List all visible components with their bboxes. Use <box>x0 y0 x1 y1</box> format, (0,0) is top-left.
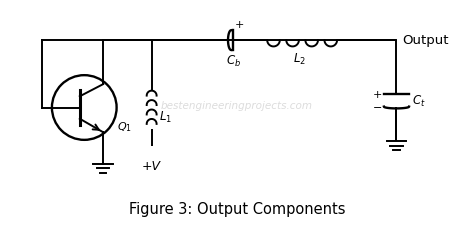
Text: $L_2$: $L_2$ <box>293 52 306 67</box>
Text: $C_t$: $C_t$ <box>412 93 426 108</box>
Text: −: − <box>373 102 382 112</box>
Text: Figure 3: Output Components: Figure 3: Output Components <box>129 201 345 216</box>
Text: $Q_1$: $Q_1$ <box>117 120 132 134</box>
Text: bestengineeringprojects.com: bestengineeringprojects.com <box>161 101 313 111</box>
Text: +V: +V <box>142 160 161 172</box>
Text: $C_b$: $C_b$ <box>226 54 241 68</box>
Text: +: + <box>373 90 382 100</box>
Text: +: + <box>234 20 244 30</box>
Text: $L_1$: $L_1$ <box>159 109 172 124</box>
Text: Output: Output <box>402 34 448 47</box>
